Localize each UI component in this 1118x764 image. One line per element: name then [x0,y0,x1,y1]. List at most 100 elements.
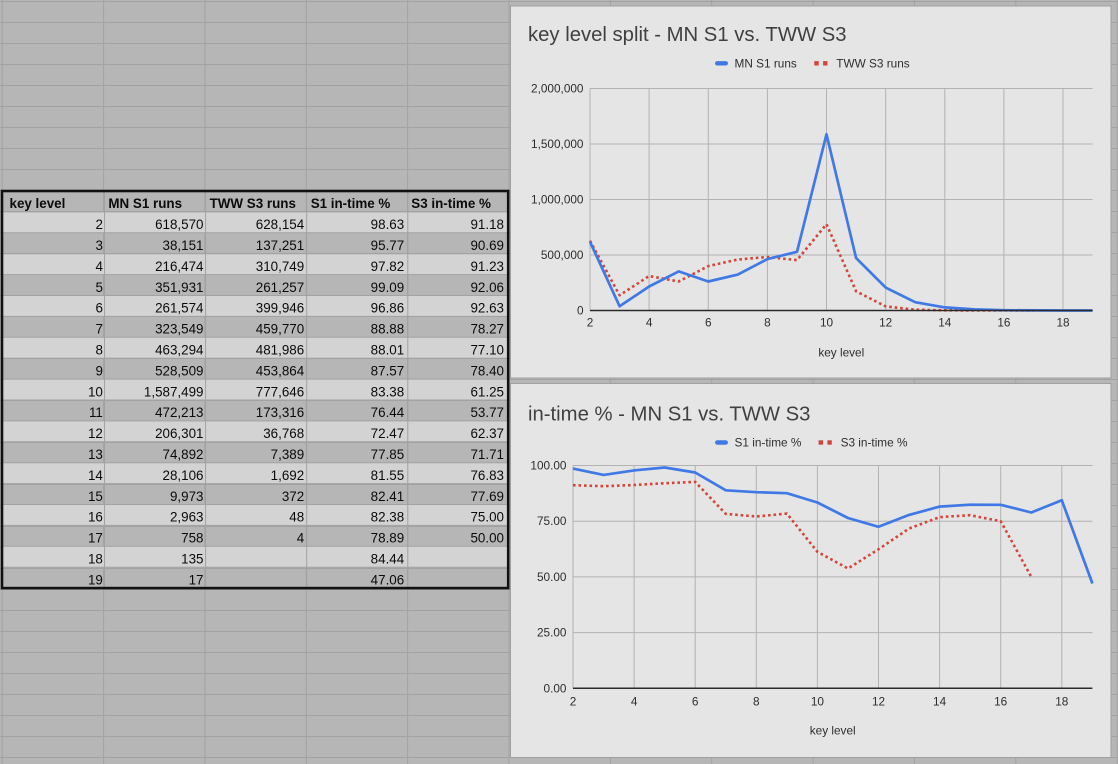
svg-text:1,500,000: 1,500,000 [531,137,584,151]
svg-text:10: 10 [88,384,103,399]
svg-text:72.47: 72.47 [371,426,405,441]
svg-text:18: 18 [1056,316,1070,330]
svg-text:1,000,000: 1,000,000 [531,193,584,207]
svg-text:206,301: 206,301 [155,426,203,441]
svg-text:16: 16 [997,316,1011,330]
svg-text:95.77: 95.77 [371,238,405,253]
svg-text:13: 13 [88,447,103,462]
svg-text:18: 18 [1055,695,1069,709]
svg-text:8: 8 [95,343,102,358]
svg-text:17: 17 [189,572,204,587]
svg-text:528,509: 528,509 [155,363,203,378]
svg-text:135: 135 [181,552,203,567]
svg-text:173,316: 173,316 [256,405,304,420]
svg-text:2,963: 2,963 [170,510,204,525]
svg-text:459,770: 459,770 [256,322,304,337]
svg-text:372: 372 [282,489,304,504]
svg-text:8: 8 [764,316,771,330]
svg-text:28,106: 28,106 [163,468,204,483]
svg-text:74,892: 74,892 [163,447,204,462]
svg-text:2: 2 [95,217,102,232]
svg-text:98.63: 98.63 [371,217,405,232]
svg-text:TWW S3 runs: TWW S3 runs [836,56,910,70]
svg-text:47.06: 47.06 [371,572,405,587]
svg-text:50.00: 50.00 [537,570,567,584]
svg-text:0.00: 0.00 [544,681,567,695]
svg-text:88.01: 88.01 [371,343,405,358]
svg-text:472,213: 472,213 [155,405,203,420]
svg-text:12: 12 [872,695,885,709]
svg-text:2,000,000: 2,000,000 [531,82,584,96]
svg-text:92.63: 92.63 [470,301,504,316]
svg-text:4: 4 [646,316,653,330]
svg-text:2: 2 [570,695,577,709]
svg-text:77.69: 77.69 [470,489,504,504]
svg-text:78.27: 78.27 [470,322,504,337]
svg-text:6: 6 [692,695,699,709]
svg-text:618,570: 618,570 [155,217,203,232]
svg-text:15: 15 [88,489,103,504]
svg-text:76.44: 76.44 [371,405,405,420]
svg-text:key level split - MN S1 vs. TW: key level split - MN S1 vs. TWW S3 [528,24,847,46]
svg-text:78.89: 78.89 [371,531,405,546]
svg-text:88.88: 88.88 [371,322,405,337]
svg-text:3: 3 [95,238,102,253]
svg-text:216,474: 216,474 [155,259,204,274]
svg-text:16: 16 [88,510,103,525]
svg-text:99.09: 99.09 [371,280,405,295]
svg-text:310,749: 310,749 [256,259,304,274]
svg-text:78.40: 78.40 [470,363,504,378]
svg-text:36,768: 36,768 [263,426,304,441]
svg-text:S3 in-time %: S3 in-time % [841,436,908,450]
svg-text:TWW S3 runs: TWW S3 runs [210,196,296,211]
svg-text:777,646: 777,646 [256,384,304,399]
svg-text:5: 5 [95,280,102,295]
svg-text:453,864: 453,864 [256,363,305,378]
svg-text:75.00: 75.00 [537,514,567,528]
svg-text:97.82: 97.82 [371,259,405,274]
svg-text:77.85: 77.85 [371,447,405,462]
svg-text:key level: key level [810,724,856,738]
svg-text:323,549: 323,549 [155,322,203,337]
svg-text:14: 14 [933,695,947,709]
svg-text:261,574: 261,574 [155,301,204,316]
svg-text:62.37: 62.37 [470,426,504,441]
svg-text:758: 758 [181,531,203,546]
svg-text:9,973: 9,973 [170,489,204,504]
svg-text:key level: key level [10,196,66,211]
svg-text:10: 10 [811,695,825,709]
svg-text:14: 14 [938,316,952,330]
svg-text:500,000: 500,000 [541,248,584,262]
svg-text:351,931: 351,931 [155,280,203,295]
svg-text:399,946: 399,946 [256,301,304,316]
svg-text:75.00: 75.00 [470,510,504,525]
svg-text:76.83: 76.83 [470,468,504,483]
svg-text:481,986: 481,986 [256,343,304,358]
svg-text:MN S1 runs: MN S1 runs [108,196,182,211]
svg-text:77.10: 77.10 [470,343,504,358]
svg-text:11: 11 [89,405,103,420]
svg-text:S1 in-time %: S1 in-time % [735,436,802,450]
svg-text:96.86: 96.86 [371,301,405,316]
svg-text:19: 19 [88,572,103,587]
svg-text:4: 4 [631,695,638,709]
svg-text:1,587,499: 1,587,499 [144,384,204,399]
svg-text:14: 14 [88,468,103,483]
svg-text:82.38: 82.38 [371,510,405,525]
svg-text:1,692: 1,692 [271,468,305,483]
svg-text:7: 7 [95,322,102,337]
svg-text:S3 in-time %: S3 in-time % [411,196,491,211]
svg-text:10: 10 [820,316,834,330]
svg-text:18: 18 [88,552,103,567]
svg-text:12: 12 [879,316,892,330]
svg-text:92.06: 92.06 [470,280,504,295]
svg-text:38,151: 38,151 [163,238,204,253]
svg-text:90.69: 90.69 [470,238,504,253]
svg-text:9: 9 [95,363,102,378]
svg-text:key level: key level [818,346,864,360]
svg-text:6: 6 [705,316,712,330]
svg-text:25.00: 25.00 [537,626,567,640]
svg-text:61.25: 61.25 [470,384,504,399]
svg-text:83.38: 83.38 [371,384,405,399]
svg-text:16: 16 [994,695,1008,709]
